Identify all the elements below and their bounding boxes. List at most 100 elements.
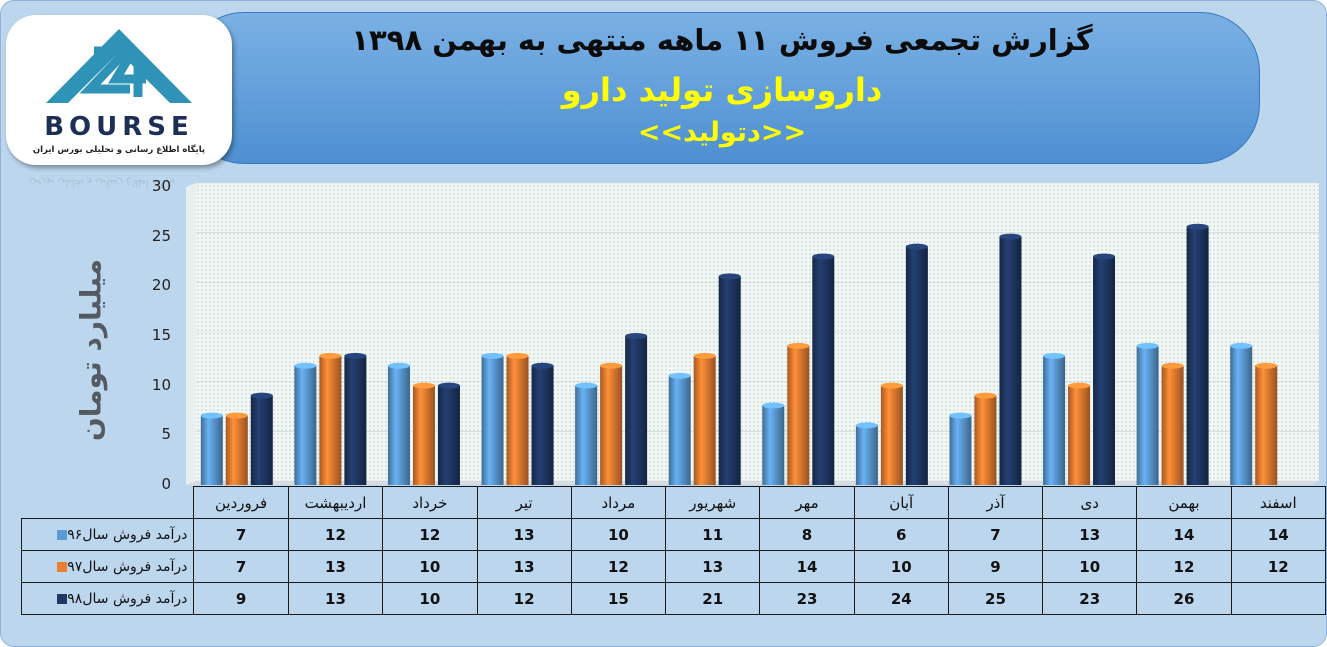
chart-side-wall [186,183,196,485]
y-tick-label: 10 [151,375,171,394]
table-row: درآمد فروش سال۹۸ 9 13 10 12 15 21 23 24 25 23 26 [20,582,1326,615]
month-header: آبان [853,486,949,519]
bar [1043,352,1066,485]
bar [344,352,367,485]
data-cell: 14 [1136,518,1232,551]
data-cell: 13 [287,550,384,583]
data-cell: 13 [476,550,572,583]
legend-label: درآمد فروش سال۹۷ [20,550,195,583]
month-header: آذر [947,486,1044,519]
data-cell: 12 [570,550,667,583]
data-cell: 23 [759,582,855,615]
bar [1230,342,1253,485]
data-cell: 15 [570,582,667,615]
bar [531,362,554,485]
data-cell: 13 [476,518,572,551]
y-axis-title: میلیارد تومان [74,258,108,442]
month-header: اردیبهشت [287,486,384,519]
data-cell: 10 [853,550,949,583]
data-cell: 11 [665,518,761,551]
data-cell: 10 [382,550,478,583]
data-cell: 23 [1042,582,1138,615]
bar [575,382,598,485]
bar [250,392,273,485]
data-cell: 25 [947,582,1044,615]
legend-label: درآمد فروش سال۹۶ [20,518,195,551]
month-header: تیر [476,486,572,519]
legend-swatch-icon [57,561,68,572]
data-cell: 12 [1230,550,1326,583]
bar [718,273,741,485]
bar [387,362,410,485]
y-tick-label: 20 [151,276,171,295]
data-cell [1230,582,1326,615]
chart-floor [186,481,1319,485]
table-corner [21,486,195,519]
month-header: دی [1042,486,1138,519]
bar [225,412,248,485]
data-cell: 7 [947,518,1044,551]
series-name: درآمد فروش سال۹۶ [67,526,188,543]
data-table: فروردین اردیبهشت خرداد تیر مرداد شهریور مهر آبا… [20,486,1326,615]
bar [812,253,835,485]
month-header: بهمن [1136,486,1232,519]
data-cell: 13 [665,550,761,583]
bar [481,352,504,485]
bar [506,352,529,485]
y-tick-label: 30 [151,177,171,195]
title-banner: گزارش تجمعی فروش ۱۱ ماهه منتهی به بهمن ۱… [184,12,1260,164]
legend-swatch-icon [57,529,68,540]
bar [999,233,1022,485]
bar [1161,362,1184,485]
bar [762,402,785,485]
legend-swatch-icon [57,593,68,604]
month-header: مرداد [570,486,667,519]
y-tick-label: 25 [151,226,171,245]
logo-mark-icon [46,29,192,103]
company-name: داروسازی تولید دارو [561,71,883,109]
data-cell: 21 [665,582,761,615]
ticker-symbol: <<دتولید>> [637,117,807,148]
bar [974,392,997,485]
legend-label: درآمد فروش سال۹۸ [20,582,195,615]
bar [1136,342,1159,485]
bar [294,362,317,485]
y-tick-label: 5 [161,425,171,444]
data-cell: 13 [1042,518,1138,551]
data-cell: 10 [1042,550,1138,583]
data-cell: 9 [193,582,289,615]
bar [319,352,342,485]
y-tick-label: 0 [161,475,171,493]
data-cell: 8 [759,518,855,551]
table-row: درآمد فروش سال۹۷ 7 13 10 13 12 13 14 10 9 10 12 12 [20,550,1326,583]
data-cell: 6 [853,518,949,551]
logo-wordmark: BOURSE [44,112,194,142]
data-cell: 12 [287,518,384,551]
data-cell: 13 [287,582,384,615]
bar [855,422,878,485]
bar [949,412,972,485]
data-cell: 12 [382,518,478,551]
bar [1093,253,1116,485]
logo-subtitle: پایگاه اطلاع رسانی و تحلیلی بورس ایران [32,145,206,155]
month-header: شهریور [665,486,761,519]
data-cell: 12 [1136,550,1232,583]
data-cell: 12 [476,582,572,615]
data-cell: 10 [382,582,478,615]
y-tick-label: 15 [151,326,171,344]
table-row: درآمد فروش سال۹۶ 7 12 12 13 10 11 8 6 7 13 14 14 [20,518,1326,551]
bar [200,412,223,485]
data-cell: 7 [193,550,289,583]
table-header-row: فروردین اردیبهشت خرداد تیر مرداد شهریور مهر آبا… [21,486,1326,519]
month-header: خرداد [382,486,478,519]
data-cell: 7 [193,518,289,551]
bar [437,382,460,485]
month-header: فروردین [193,486,289,519]
bar [668,372,691,485]
month-header: اسفند [1230,486,1326,519]
bar [600,362,623,485]
month-header: مهر [759,486,855,519]
series-name: درآمد فروش سال۹۷ [67,558,188,575]
